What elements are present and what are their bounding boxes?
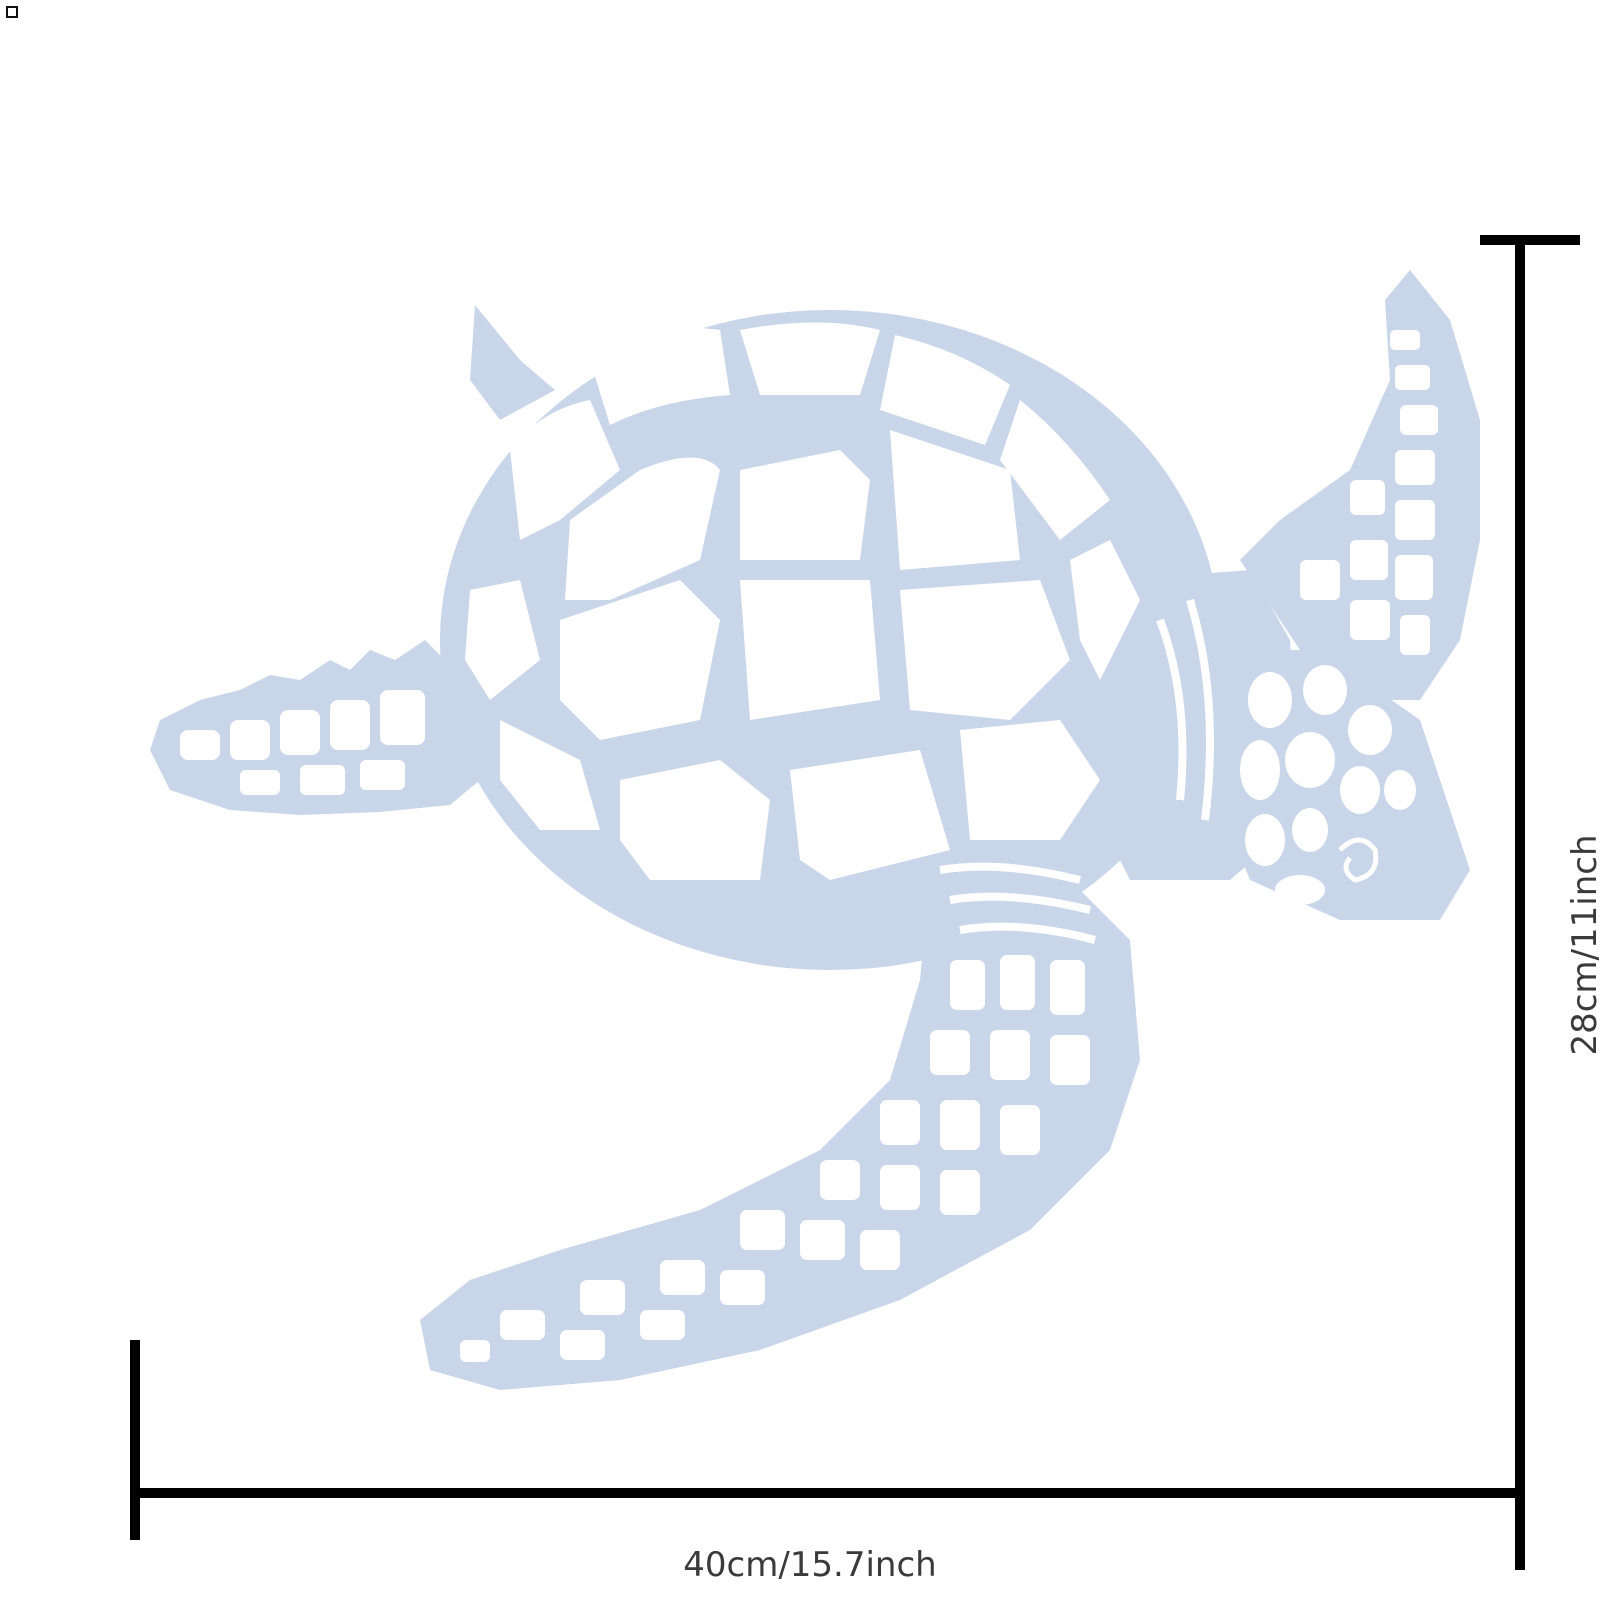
height-dimension-label: 28cm/11inch <box>1565 834 1600 1056</box>
bottom-flipper-pattern <box>460 955 1090 1362</box>
head-pattern <box>1240 665 1416 905</box>
eye-icon <box>1338 837 1379 883</box>
back-flipper-pattern <box>180 690 425 795</box>
width-dimension-label: 40cm/15.7inch <box>683 1545 937 1585</box>
shell-pattern <box>465 322 1140 880</box>
square-icon <box>6 6 18 18</box>
neck-pattern <box>939 598 1214 944</box>
front-right-flipper-pattern <box>1300 330 1438 655</box>
measure-lines <box>130 235 1580 1570</box>
